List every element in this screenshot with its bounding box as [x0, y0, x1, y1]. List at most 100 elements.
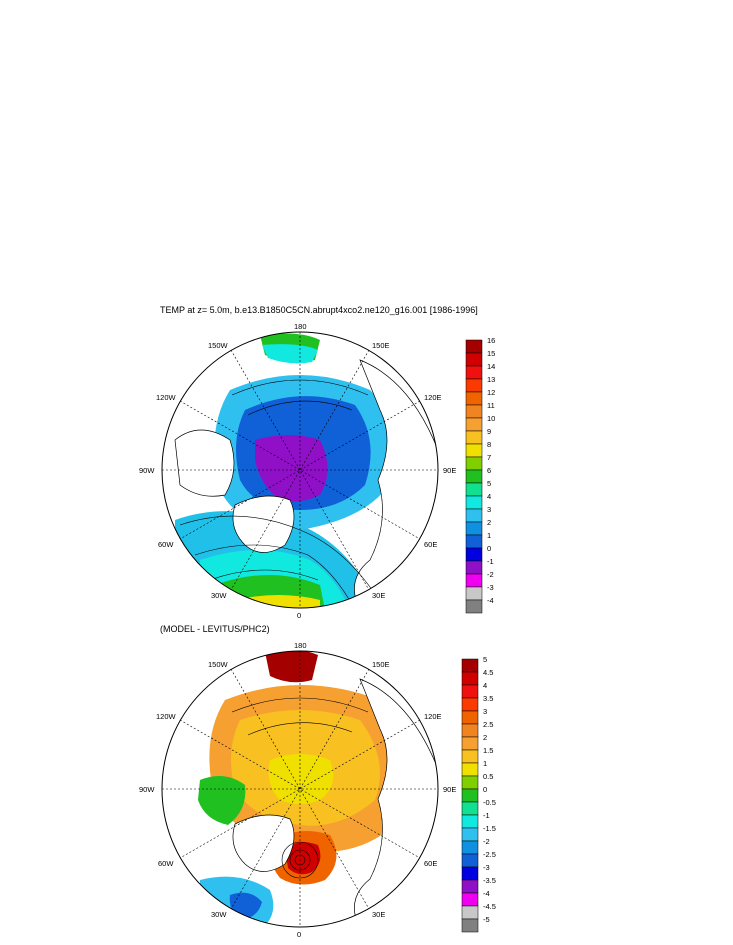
colorbar-swatch — [461, 801, 479, 816]
colorbar-swatch — [461, 853, 479, 868]
colorbar-tick-label: 1 — [483, 759, 487, 768]
colorbar-tick-label: 0 — [487, 544, 491, 553]
colorbar-tick-label: 5 — [483, 655, 487, 664]
colorbar-swatch — [461, 723, 479, 738]
colorbar-swatch — [461, 905, 479, 920]
colorbar-tick-label: -2 — [483, 837, 490, 846]
colorbar-tick-label: 13 — [487, 375, 495, 384]
colorbar-swatch — [461, 684, 479, 699]
colorbar-swatch — [461, 879, 479, 894]
colorbar-swatch — [465, 456, 483, 471]
colorbar-swatch — [461, 814, 479, 829]
top-lon-120e: 120E — [424, 393, 442, 402]
colorbar-tick-label: -4 — [483, 889, 490, 898]
colorbar-swatch — [465, 573, 483, 588]
colorbar-tick-label: -2.5 — [483, 850, 496, 859]
bottom-lon-30w: 30W — [211, 910, 227, 919]
colorbar-tick-label: 0.5 — [483, 772, 493, 781]
colorbar-swatch — [461, 892, 479, 907]
colorbar-swatch — [461, 697, 479, 712]
colorbar-tick-label: -1 — [483, 811, 490, 820]
colorbar-swatch — [465, 365, 483, 380]
colorbar-tick-label: 8 — [487, 440, 491, 449]
top-lon-60e: 60E — [424, 540, 437, 549]
colorbar-tick-label: -0.5 — [483, 798, 496, 807]
colorbar-tick-label: -4.5 — [483, 902, 496, 911]
top-map-title: TEMP at z= 5.0m, b.e13.B1850C5CN.abrupt4… — [160, 305, 478, 315]
colorbar-tick-label: -3 — [483, 863, 490, 872]
colorbar-swatch — [465, 391, 483, 406]
colorbar-tick-label: 5 — [487, 479, 491, 488]
bottom-lon-120e: 120E — [424, 712, 442, 721]
colorbar-swatch — [461, 775, 479, 790]
colorbar-tick-label: 12 — [487, 388, 495, 397]
colorbar-swatch — [465, 560, 483, 575]
colorbar-tick-label: -4 — [487, 596, 494, 605]
colorbar-swatch — [465, 547, 483, 562]
colorbar-tick-label: 11 — [487, 401, 495, 410]
colorbar-tick-label: 10 — [487, 414, 495, 423]
top-lon-180: 180 — [294, 322, 307, 331]
colorbar-tick-label: 4 — [483, 681, 487, 690]
bottom-colorbar: 5 4.5 4 3.5 3 2.5 2 1.5 1 0.5 0 -0.5 -1 -1.5 -2 -2.5 -3 -… — [461, 655, 496, 933]
colorbar-tick-label: 3.5 — [483, 694, 493, 703]
bottom-lon-0: 0 — [297, 930, 301, 939]
colorbar-swatch — [465, 378, 483, 393]
top-lon-150e: 150E — [372, 341, 390, 350]
bottom-map-title: (MODEL - LEVITUS/PHC2) — [160, 624, 270, 634]
bottom-lon-150e: 150E — [372, 660, 390, 669]
colorbar-tick-label: 3 — [487, 505, 491, 514]
colorbar-tick-label: 1.5 — [483, 746, 493, 755]
colorbar-swatch — [465, 469, 483, 484]
colorbar-tick-label: -5 — [483, 915, 490, 924]
colorbar-tick-label: -3 — [487, 583, 494, 592]
bottom-lon-30e: 30E — [372, 910, 385, 919]
colorbar-tick-label: 2 — [483, 733, 487, 742]
colorbar-tick-label: -3.5 — [483, 876, 496, 885]
colorbar-tick-label: 4 — [487, 492, 491, 501]
colorbar-tick-label: 2.5 — [483, 720, 493, 729]
bottom-lon-90w: 90W — [139, 785, 155, 794]
colorbar-swatch — [465, 482, 483, 497]
colorbar-tick-label: -1.5 — [483, 824, 496, 833]
colorbar-tick-label: -1 — [487, 557, 494, 566]
bottom-polar-map: 180 0 90W 90E 150W 120W 150E 120E 60W 30… — [139, 641, 456, 939]
colorbar-swatch — [461, 840, 479, 855]
top-lon-60w: 60W — [158, 540, 174, 549]
bottom-lon-60w: 60W — [158, 859, 174, 868]
colorbar-swatch — [461, 762, 479, 777]
top-lon-120w: 120W — [156, 393, 177, 402]
colorbar-tick-label: 1 — [487, 531, 491, 540]
colorbar-tick-label: 15 — [487, 349, 495, 358]
colorbar-tick-label: 0 — [483, 785, 487, 794]
colorbar-tick-label: -2 — [487, 570, 494, 579]
bottom-lon-180: 180 — [294, 641, 307, 650]
colorbar-swatch — [461, 658, 479, 673]
colorbar-swatch — [461, 866, 479, 881]
colorbar-swatch — [465, 495, 483, 510]
colorbar-tick-label: 9 — [487, 427, 491, 436]
top-lon-90e: 90E — [443, 466, 456, 475]
colorbar-tick-label: 16 — [487, 336, 495, 345]
top-lon-30e: 30E — [372, 591, 385, 600]
colorbar-swatch — [465, 534, 483, 549]
colorbar-swatch — [465, 417, 483, 432]
bottom-lon-150w: 150W — [208, 660, 229, 669]
colorbar-tick-label: 6 — [487, 466, 491, 475]
colorbar-swatch — [461, 827, 479, 842]
colorbar-swatch — [465, 430, 483, 445]
bottom-lon-60e: 60E — [424, 859, 437, 868]
colorbar-swatch — [465, 599, 483, 614]
colorbar-swatch — [461, 710, 479, 725]
colorbar-swatch — [465, 404, 483, 419]
colorbar-swatch — [465, 508, 483, 523]
bottom-lon-90e: 90E — [443, 785, 456, 794]
colorbar-swatch — [465, 339, 483, 354]
top-lon-30w: 30W — [211, 591, 227, 600]
colorbar-swatch — [465, 443, 483, 458]
top-polar-map: 180 0 90W 90E 150W 120W 150E 120E 60W 30… — [139, 322, 456, 620]
colorbar-swatch — [461, 749, 479, 764]
colorbar-swatch — [461, 918, 479, 933]
bottom-lon-120w: 120W — [156, 712, 177, 721]
